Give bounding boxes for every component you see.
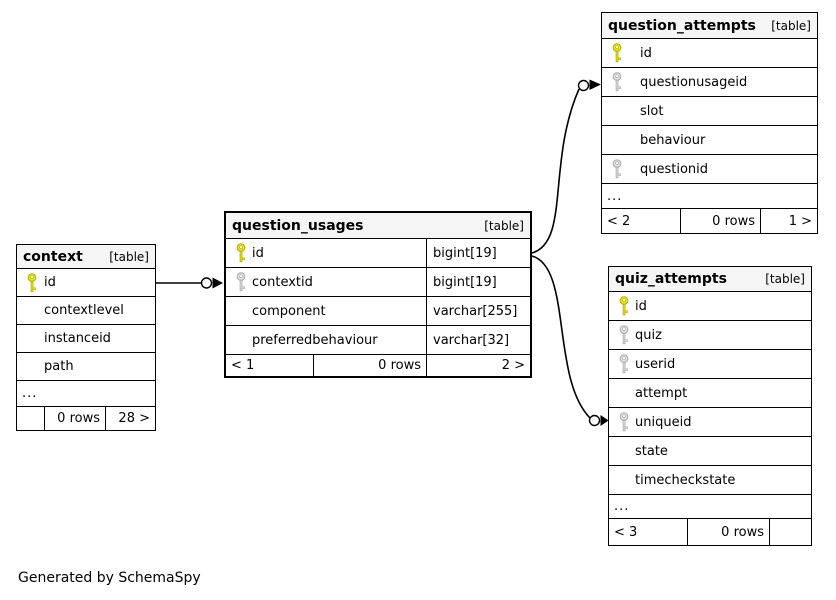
- column-name: uniqueid: [635, 414, 692, 430]
- column-type: bigint[19]: [433, 274, 497, 290]
- column-row-id: id: [17, 269, 155, 297]
- column-name: id: [44, 275, 56, 290]
- foreign-key-icon: [611, 72, 623, 92]
- relationship-question_usages-to-question_attempts: [531, 79, 601, 254]
- column-type: varchar[32]: [433, 332, 510, 348]
- footer-paging-right[interactable]: 1 >: [788, 213, 812, 229]
- relationship-question_usages-to-quiz_attempts: [531, 255, 609, 427]
- ellipsis-row: ...: [602, 184, 817, 209]
- column-row-state: state: [609, 437, 811, 466]
- footer-paging-left[interactable]: < 2: [607, 213, 631, 229]
- column-name: component: [252, 303, 326, 319]
- column-name: userid: [635, 356, 676, 372]
- column-name: path: [44, 359, 74, 374]
- table-footer: < 2 0 rows 1 >: [602, 209, 817, 233]
- table-name: quiz_attempts: [615, 271, 727, 287]
- table-type-badge: [table]: [765, 272, 805, 286]
- column-name: questionusageid: [640, 74, 748, 90]
- ellipsis-text: ...: [607, 188, 623, 204]
- column-row-instanceid: instanceid: [17, 325, 155, 353]
- column-row-slot: slot: [602, 97, 817, 126]
- column-row-id: id: [609, 292, 811, 321]
- column-row-behaviour: behaviour: [602, 126, 817, 155]
- footer-paging-left: [17, 407, 44, 430]
- primary-key-icon: [611, 43, 623, 63]
- column-name: contextlevel: [44, 303, 124, 318]
- ellipsis-row: ...: [17, 381, 155, 407]
- column-name: id: [252, 245, 264, 261]
- column-row-contextid: contextid bigint[19]: [226, 268, 530, 297]
- column-name: id: [635, 298, 647, 314]
- table-name: question_attempts: [608, 17, 756, 34]
- foreign-key-icon: [618, 412, 630, 432]
- column-row-userid: userid: [609, 350, 811, 379]
- column-name: contextid: [252, 274, 313, 290]
- ellipsis-text: ...: [614, 499, 630, 514]
- table-question_attempts-header[interactable]: question_attempts [table]: [602, 13, 817, 39]
- column-row-preferredbehaviour: preferredbehaviour varchar[32]: [226, 326, 530, 355]
- footer-paging-left[interactable]: < 3: [614, 524, 638, 540]
- table-type-badge: [table]: [484, 218, 524, 233]
- table-context[interactable]: context [table] id contextlevel instance…: [16, 244, 156, 431]
- foreign-key-icon: [618, 354, 630, 374]
- column-type: bigint[19]: [433, 245, 497, 261]
- column-name: timecheckstate: [635, 472, 736, 488]
- table-footer: 0 rows 28 >: [17, 407, 155, 430]
- table-footer: < 1 0 rows 2 >: [226, 355, 530, 376]
- footer-row-count: 0 rows: [313, 355, 427, 376]
- foreign-key-icon: [235, 272, 247, 292]
- column-row-component: component varchar[255]: [226, 297, 530, 326]
- relationship-context-to-question_usages: [156, 277, 223, 289]
- generated-by-note: Generated by SchemaSpy: [18, 570, 201, 586]
- table-footer: < 3 0 rows: [609, 519, 811, 545]
- table-type-badge: [table]: [109, 249, 149, 264]
- column-name: questionid: [640, 161, 709, 177]
- footer-paging-right[interactable]: 2 >: [501, 358, 525, 373]
- footer-row-count: 0 rows: [687, 519, 770, 545]
- column-row-questionusageid: questionusageid: [602, 68, 817, 97]
- foreign-key-icon: [618, 325, 630, 345]
- column-name: preferredbehaviour: [252, 332, 378, 348]
- table-question_usages-header[interactable]: question_usages [table]: [226, 213, 530, 239]
- table-type-badge: [table]: [771, 18, 811, 33]
- primary-key-icon: [26, 272, 38, 293]
- ellipsis-text: ...: [22, 386, 38, 401]
- ellipsis-row: ...: [609, 495, 811, 519]
- column-row-path: path: [17, 353, 155, 381]
- column-name: attempt: [635, 385, 688, 401]
- foreign-key-icon: [611, 159, 623, 179]
- footer-paging-left[interactable]: < 1: [231, 358, 255, 373]
- column-row-questionid: questionid: [602, 155, 817, 184]
- footer-row-count: 0 rows: [680, 209, 761, 233]
- column-row-attempt: attempt: [609, 379, 811, 408]
- column-name: id: [640, 45, 652, 61]
- footer-paging-right: [770, 519, 811, 545]
- column-name: state: [635, 443, 668, 459]
- column-row-id: id bigint[19]: [226, 239, 530, 268]
- column-type: varchar[255]: [433, 303, 518, 319]
- footer-paging-right[interactable]: 28 >: [118, 411, 150, 426]
- table-context-header[interactable]: context [table]: [17, 245, 155, 269]
- column-name: behaviour: [640, 132, 706, 148]
- column-row-uniqueid: uniqueid: [609, 408, 811, 437]
- table-question_attempts[interactable]: question_attempts [table] id questionusa…: [601, 12, 818, 234]
- column-name: instanceid: [44, 331, 111, 346]
- table-quiz_attempts-header[interactable]: quiz_attempts [table]: [609, 267, 811, 292]
- column-row-quiz: quiz: [609, 321, 811, 350]
- table-name: context: [23, 248, 83, 265]
- column-name: slot: [640, 103, 664, 119]
- table-quiz_attempts[interactable]: quiz_attempts [table] id quiz userid att…: [608, 266, 812, 546]
- column-row-contextlevel: contextlevel: [17, 297, 155, 325]
- table-question_usages[interactable]: question_usages [table] id bigint[19] co…: [224, 211, 532, 378]
- column-name: quiz: [635, 327, 662, 343]
- footer-row-count: 0 rows: [44, 407, 106, 430]
- primary-key-icon: [618, 296, 630, 316]
- column-row-id: id: [602, 39, 817, 68]
- table-name: question_usages: [232, 217, 364, 234]
- primary-key-icon: [235, 243, 247, 263]
- column-row-timecheckstate: timecheckstate: [609, 466, 811, 495]
